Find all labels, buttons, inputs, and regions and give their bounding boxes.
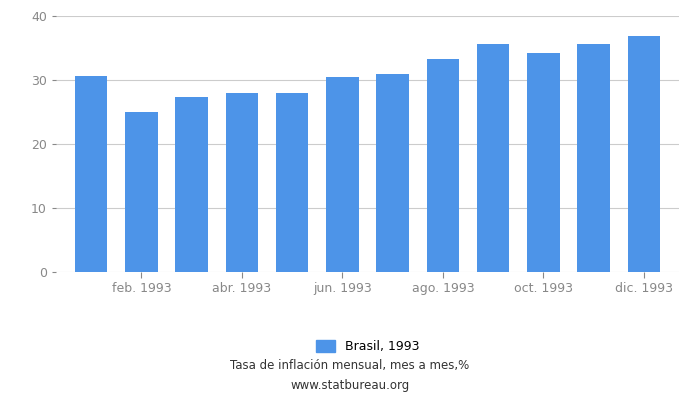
Bar [225,94,258,272]
Bar [75,76,108,272]
Bar [326,78,358,272]
Bar [527,53,560,272]
Bar [477,44,510,272]
Bar [175,97,208,272]
Legend: Brasil, 1993: Brasil, 1993 [311,334,424,358]
Text: www.statbureau.org: www.statbureau.org [290,380,410,392]
Bar [578,44,610,272]
Text: Tasa de inflación mensual, mes a mes,%: Tasa de inflación mensual, mes a mes,% [230,360,470,372]
Bar [627,36,660,272]
Bar [125,112,158,272]
Bar [426,59,459,272]
Bar [377,74,409,272]
Bar [276,94,309,272]
